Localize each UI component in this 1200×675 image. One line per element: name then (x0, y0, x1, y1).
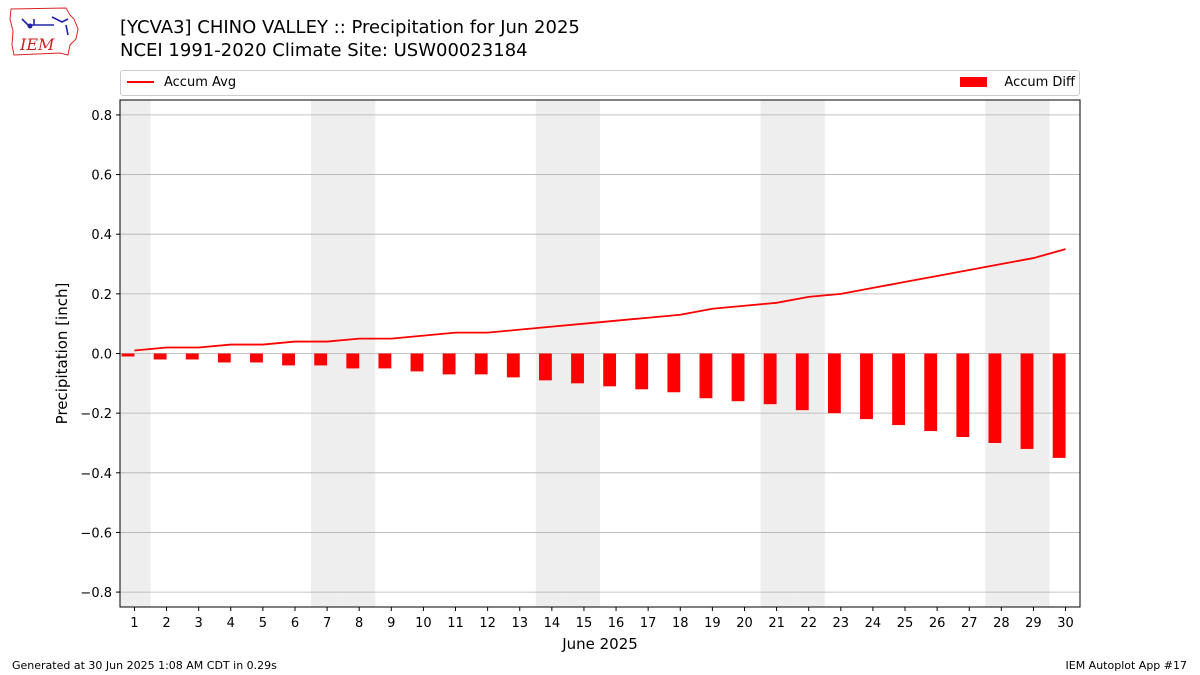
bar-accum-diff (153, 353, 167, 360)
bar-accum-diff (860, 353, 873, 420)
bar-accum-diff (763, 353, 777, 405)
y-tick-label: 0.6 (91, 169, 112, 184)
bar-accum-diff (635, 353, 649, 390)
bar-accum-diff (378, 353, 392, 369)
bar-accum-diff (217, 353, 231, 363)
x-tick-label: 6 (291, 616, 299, 631)
x-tick-label: 1 (130, 616, 138, 631)
y-tick-label: −0.4 (80, 467, 112, 482)
bar-accum-diff (121, 353, 135, 357)
bar-accum-diff (731, 353, 745, 402)
chart-title: [YCVA3] CHINO VALLEY :: Precipitation fo… (120, 17, 580, 38)
x-tick-label: 25 (897, 616, 914, 631)
x-tick-label: 23 (833, 616, 850, 631)
y-tick-label: −0.2 (80, 407, 112, 422)
x-tick-label: 22 (800, 616, 817, 631)
bar-accum-diff (506, 353, 520, 378)
x-tick-label: 13 (511, 616, 528, 631)
x-tick-label: 11 (447, 616, 464, 631)
bar-accum-diff (346, 353, 360, 369)
weather-symbols-icon (21, 16, 69, 36)
iowa-outline-icon (9, 7, 79, 56)
x-tick-label: 29 (1025, 616, 1042, 631)
x-tick-label: 14 (544, 616, 561, 631)
iem-logo: IEM (9, 7, 79, 56)
bar-accum-diff (538, 353, 552, 381)
x-tick-label: 3 (195, 616, 203, 631)
bar-accum-diff (442, 353, 456, 375)
x-tick-label: 5 (259, 616, 267, 631)
y-tick-label: −0.8 (80, 586, 112, 601)
legend-label-accum-diff: Accum Diff (1004, 75, 1075, 90)
bar-accum-diff (571, 353, 584, 384)
x-tick-label: 4 (227, 616, 235, 631)
x-tick-label: 19 (704, 616, 721, 631)
legend-label-accum-avg: Accum Avg (164, 75, 237, 90)
x-tick-label: 21 (768, 616, 785, 631)
x-tick-label: 28 (993, 616, 1010, 631)
bar-accum-diff (282, 353, 295, 366)
y-tick-label: 0.4 (91, 228, 112, 243)
bar-accum-diff (603, 353, 617, 387)
x-tick-label: 10 (415, 616, 432, 631)
bar-accum-diff (185, 353, 199, 360)
x-tick-label: 2 (162, 616, 170, 631)
x-tick-label: 27 (961, 616, 978, 631)
bar-accum-diff (474, 353, 488, 375)
bar-accum-diff (988, 353, 1002, 443)
logo-text: IEM (19, 35, 55, 54)
y-tick-label: 0.8 (91, 109, 112, 124)
legend-bar-swatch (960, 77, 987, 87)
bar-accum-diff (827, 353, 841, 414)
x-tick-label: 8 (355, 616, 363, 631)
bar-accum-diff (667, 353, 681, 393)
x-tick-label: 20 (736, 616, 753, 631)
footer-app-text: IEM Autoplot App #17 (1065, 659, 1188, 672)
x-tick-label: 7 (323, 616, 331, 631)
x-tick-label: 17 (640, 616, 657, 631)
x-tick-label: 18 (672, 616, 689, 631)
chart-subtitle: NCEI 1991-2020 Climate Site: USW00023184 (120, 40, 528, 61)
x-tick-label: 26 (929, 616, 946, 631)
y-tick-label: 0.2 (91, 288, 112, 303)
x-tick-label: 24 (865, 616, 882, 631)
legend: Accum Avg Accum Diff (120, 70, 1080, 96)
bar-accum-diff (956, 353, 970, 438)
footer-generated-text: Generated at 30 Jun 2025 1:08 AM CDT in … (12, 659, 277, 672)
legend-line-swatch (127, 81, 154, 83)
bar-accum-diff (924, 353, 938, 432)
bar-accum-diff (892, 353, 906, 426)
y-tick-label: −0.6 (80, 526, 112, 541)
station-dot-icon (27, 23, 33, 29)
y-tick-label: 0.0 (91, 348, 112, 363)
bar-accum-diff (699, 353, 713, 399)
bar-accum-diff (314, 353, 328, 366)
bar-accum-diff (1020, 353, 1034, 449)
bar-accum-diff (1052, 353, 1066, 458)
x-tick-label: 9 (387, 616, 395, 631)
x-tick-label: 30 (1057, 616, 1074, 631)
y-axis-label: Precipitation [inch] (53, 283, 71, 425)
bar-accum-diff (795, 353, 809, 411)
bar-accum-diff (250, 353, 263, 363)
x-axis-label: June 2025 (561, 635, 638, 653)
line-accum-avg (134, 248, 1066, 352)
x-tick-label: 12 (479, 616, 496, 631)
x-tick-label: 15 (576, 616, 593, 631)
bar-accum-diff (410, 353, 424, 372)
x-tick-label: 16 (608, 616, 625, 631)
